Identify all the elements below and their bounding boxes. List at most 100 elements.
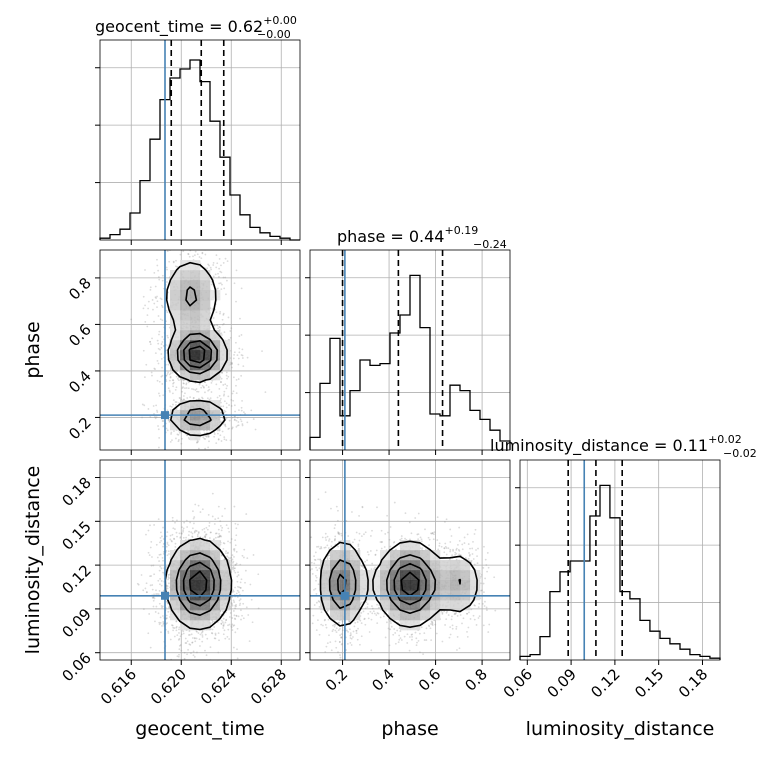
scatter-point (160, 298, 163, 301)
scatter-point (239, 563, 242, 566)
scatter-point (224, 410, 227, 413)
density-cell (190, 300, 201, 311)
scatter-point (154, 368, 156, 371)
scatter-point (169, 376, 172, 378)
density-cell (190, 270, 201, 281)
scatter-point (366, 559, 368, 562)
scatter-point (430, 532, 433, 535)
scatter-point (226, 552, 229, 555)
scatter-point (201, 634, 204, 637)
scatter-point (228, 404, 230, 406)
scatter-point (191, 388, 193, 390)
scatter-point (155, 589, 157, 592)
scatter-point (156, 258, 158, 261)
scatter-point (231, 426, 234, 429)
scatter-point (217, 536, 219, 538)
scatter-point (156, 379, 159, 382)
density-cell (200, 370, 211, 381)
scatter-point (218, 536, 220, 538)
scatter-point (174, 528, 176, 530)
scatter-point (172, 381, 175, 384)
scatter-point (218, 282, 221, 285)
scatter-point (166, 429, 169, 432)
scatter-point (198, 383, 201, 386)
scatter-point (237, 523, 239, 526)
scatter-point (182, 386, 184, 388)
density-cell (190, 320, 201, 331)
scatter-point (158, 333, 160, 336)
scatter-point (196, 651, 198, 654)
scatter-point (174, 521, 176, 524)
scatter-point (165, 427, 168, 430)
scatter-point (220, 619, 223, 622)
scatter-point (225, 552, 227, 554)
scatter-point (325, 645, 328, 648)
scatter-point (204, 633, 207, 636)
scatter-point (325, 539, 327, 541)
scatter-point (191, 527, 194, 530)
scatter-point (158, 394, 161, 397)
scatter-point (204, 438, 207, 440)
scatter-point (205, 526, 208, 529)
scatter-point (217, 327, 219, 330)
scatter-point (149, 340, 151, 343)
scatter-point (220, 401, 222, 404)
density-cell (190, 600, 201, 611)
scatter-point (174, 404, 177, 406)
scatter-point (182, 529, 185, 532)
scatter-point (192, 510, 194, 513)
scatter-point (151, 374, 153, 377)
scatter-point (151, 584, 154, 586)
scatter-point (238, 604, 241, 606)
density-cell (180, 560, 191, 571)
scatter-point (183, 657, 186, 660)
scatter-point (229, 612, 232, 614)
scatter-point (234, 341, 237, 344)
scatter-point (178, 644, 181, 647)
scatter-point (220, 554, 223, 557)
scatter-point (218, 387, 221, 390)
scatter-point (157, 347, 160, 350)
scatter-point (235, 550, 238, 553)
histogram-geocent-time (99, 59, 300, 241)
histogram-phase (309, 274, 511, 450)
scatter-point (142, 589, 145, 592)
scatter-point (244, 412, 246, 415)
scatter-point (240, 618, 242, 621)
scatter-point (158, 348, 161, 351)
scatter-point (233, 569, 236, 572)
scatter-point (159, 553, 162, 556)
scatter-point (379, 541, 382, 543)
scatter-point (174, 265, 177, 268)
scatter-point (223, 542, 226, 545)
scatter-point (161, 306, 164, 308)
scatter-point (231, 596, 234, 598)
scatter-point (221, 283, 223, 286)
scatter-point (174, 401, 177, 403)
scatter-point (160, 539, 163, 542)
scatter-point (201, 384, 204, 387)
scatter-point (237, 357, 240, 360)
scatter-point (232, 565, 235, 568)
density-cell (200, 420, 211, 431)
scatter-point (400, 535, 403, 537)
density-cell (220, 560, 231, 571)
scatter-point (228, 616, 231, 618)
scatter-point (233, 351, 236, 354)
scatter-point (231, 416, 234, 419)
scatter-point (151, 588, 154, 591)
density-cell (170, 280, 181, 291)
scatter-point (221, 318, 224, 321)
scatter-point (222, 624, 225, 627)
scatter-point (225, 417, 228, 420)
scatter-point (192, 650, 195, 653)
density-cell (180, 550, 191, 561)
density-cell (200, 350, 211, 361)
scatter-point (188, 255, 191, 258)
scatter-point (161, 605, 164, 608)
scatter-point (181, 437, 183, 440)
scatter-point (239, 602, 242, 605)
scatter-point (238, 351, 241, 354)
scatter-point (233, 282, 236, 285)
scatter-point (181, 390, 183, 393)
